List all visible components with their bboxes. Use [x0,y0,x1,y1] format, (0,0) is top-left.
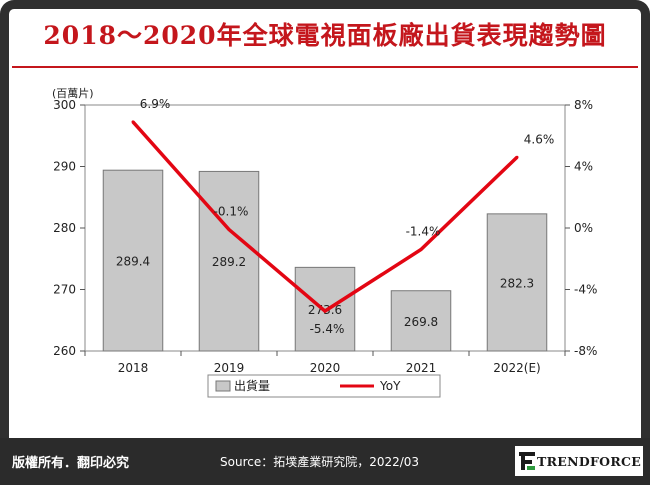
chart-axes: 260 270 280 290 300(百萬片) -8% -4% 0% 4% 8% 2018 2019… [52,87,597,375]
legend-box [207,374,441,398]
bar-value-label: 282.3 [500,276,534,290]
yoy-value-label: 6.9% [140,97,171,111]
bar [198,170,260,352]
copyright-notice: 版權所有．翻印必究 [12,456,130,471]
bar [486,213,548,352]
bar-value-label: 289.2 [212,255,246,269]
yoy-value-label: -5.4% [310,322,345,336]
bar-series [102,169,548,352]
legend-line-label: YoY [379,379,401,393]
footer-bar: 版權所有．翻印必究 Source：拓墣產業研究院，2022/03 TRENDFO… [0,438,650,485]
yoy-point [227,228,231,232]
y-tick-label: 300 [53,98,76,112]
yoy-point [419,248,423,252]
bar [102,169,164,352]
x-tick-label: 2019 [214,361,245,375]
x-tick-label: 2021 [406,361,437,375]
yoy-point [131,120,135,124]
trendforce-logo-text: TRENDFORCE [537,454,642,469]
yoy-value-label: -0.1% [214,205,249,219]
y-axis-label: (百萬片) [52,87,94,100]
y2-tick-label: -4% [574,283,597,297]
legend-bar-label: 出貨量 [234,378,270,393]
y2-tick-label: 0% [574,221,593,235]
x-tick-label: 2020 [310,361,341,375]
bar-value-label: 269.8 [404,315,438,329]
line-series [131,120,519,314]
y-tick-label: 260 [53,344,76,358]
y2-tick-label: 8% [574,98,593,112]
yoy-point [323,309,327,313]
yoy-point [515,155,519,159]
line-labels: 6.9% -0.1% -5.4% -1.4% 4.6% [140,97,555,336]
y-tick-label: 280 [53,221,76,235]
x-tick-label: 2022(E) [493,361,540,375]
x-tick-label: 2018 [118,361,149,375]
y2-tick-label: -8% [574,344,597,358]
chart-title: 2018～2020年全球電視面板廠出貨表現趨勢圖 [43,21,607,50]
y-tick-label: 290 [53,160,76,174]
yoy-value-label: -1.4% [406,225,441,239]
bar [390,290,452,352]
legend-bar-swatch [215,380,231,392]
title-divider [12,66,638,68]
source-note: Source：拓墣產業研究院，2022/03 [220,455,420,469]
trendforce-logo: TRENDFORCE [515,446,643,476]
trendforce-logo-icon [519,452,535,470]
yoy-value-label: 4.6% [524,132,555,146]
y-tick-label: 270 [53,283,76,297]
bar-value-label: 289.4 [116,255,150,269]
y2-tick-label: 4% [574,160,593,174]
chart-legend: 出貨量 YoY [207,374,441,398]
